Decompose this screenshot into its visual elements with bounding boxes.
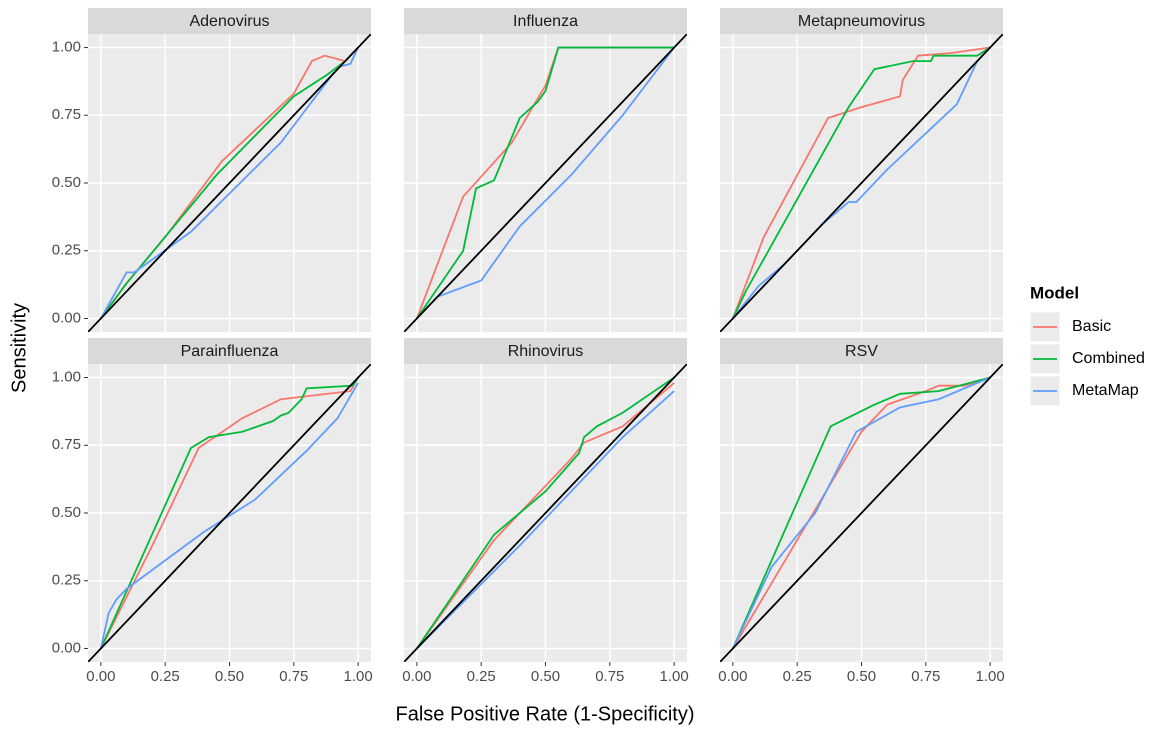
series-line xyxy=(732,376,991,649)
strip-label: RSV xyxy=(845,343,878,360)
series-line xyxy=(416,382,675,649)
x-tick-label: 0.50 xyxy=(847,668,876,685)
strip-label: Adenovirus xyxy=(189,13,269,30)
strip xyxy=(88,8,371,34)
strip-label: Parainfluenza xyxy=(181,343,279,360)
y-axis-title: Sensitivity xyxy=(8,303,30,393)
x-tick-label: 0.00 xyxy=(718,668,747,685)
y-tick-label: 0.50 xyxy=(52,174,81,191)
panel xyxy=(88,364,371,662)
series-line xyxy=(732,46,991,320)
series-line xyxy=(732,46,991,319)
legend-label: Basic xyxy=(1072,318,1111,335)
x-tick-label: 0.75 xyxy=(595,668,624,685)
reference-line xyxy=(404,364,687,662)
panel xyxy=(88,34,371,332)
strip xyxy=(88,338,371,364)
series-line xyxy=(416,376,675,649)
y-tick-label: 0.75 xyxy=(52,106,81,123)
legend-label: MetaMap xyxy=(1072,382,1139,399)
strip xyxy=(404,8,687,34)
strip xyxy=(404,338,687,364)
y-tick-label: 0.25 xyxy=(52,242,81,259)
x-tick-label: 1.00 xyxy=(660,668,689,685)
legend-label: Combined xyxy=(1072,350,1145,367)
x-tick-label: 0.50 xyxy=(215,668,244,685)
reference-line xyxy=(88,364,371,662)
series-line xyxy=(99,382,359,649)
x-tick-label: 0.25 xyxy=(783,668,812,685)
x-tick-label: 0.00 xyxy=(402,668,431,685)
series-line xyxy=(416,390,675,650)
reference-line xyxy=(720,34,1003,332)
strip xyxy=(720,338,1003,364)
panel xyxy=(720,34,1003,332)
strip-label: Rhinovirus xyxy=(508,343,584,360)
series-line xyxy=(100,47,359,319)
series-line xyxy=(416,46,675,319)
x-tick-label: 1.00 xyxy=(976,668,1005,685)
x-tick-label: 0.75 xyxy=(279,668,308,685)
y-tick-label: 0.25 xyxy=(52,572,81,589)
y-tick-label: 1.00 xyxy=(52,369,81,386)
reference-line xyxy=(720,364,1003,662)
strip-label: Metapneumovirus xyxy=(798,13,925,30)
x-tick-label: 1.00 xyxy=(344,668,373,685)
strip-label: Influenza xyxy=(513,13,578,30)
legend-title: Model xyxy=(1030,283,1079,302)
y-tick-label: 0.75 xyxy=(52,436,81,453)
y-tick-label: 1.00 xyxy=(52,39,81,56)
series-line xyxy=(100,377,359,649)
x-tick-label: 0.25 xyxy=(467,668,496,685)
reference-line xyxy=(88,34,371,332)
x-tick-label: 0.25 xyxy=(151,668,180,685)
series-line xyxy=(100,377,359,649)
panel xyxy=(404,34,687,332)
x-tick-label: 0.75 xyxy=(911,668,940,685)
y-tick-label: 0.00 xyxy=(52,639,81,656)
strip xyxy=(720,8,1003,34)
x-tick-label: 0.00 xyxy=(86,668,115,685)
reference-line xyxy=(404,34,687,332)
panel xyxy=(720,364,1003,662)
x-axis-title: False Positive Rate (1-Specificity) xyxy=(396,703,695,725)
x-tick-label: 0.50 xyxy=(531,668,560,685)
series-line xyxy=(732,376,991,649)
y-tick-label: 0.00 xyxy=(52,309,81,326)
y-tick-label: 0.50 xyxy=(52,504,81,521)
panel xyxy=(404,364,687,662)
series-line xyxy=(732,46,991,319)
